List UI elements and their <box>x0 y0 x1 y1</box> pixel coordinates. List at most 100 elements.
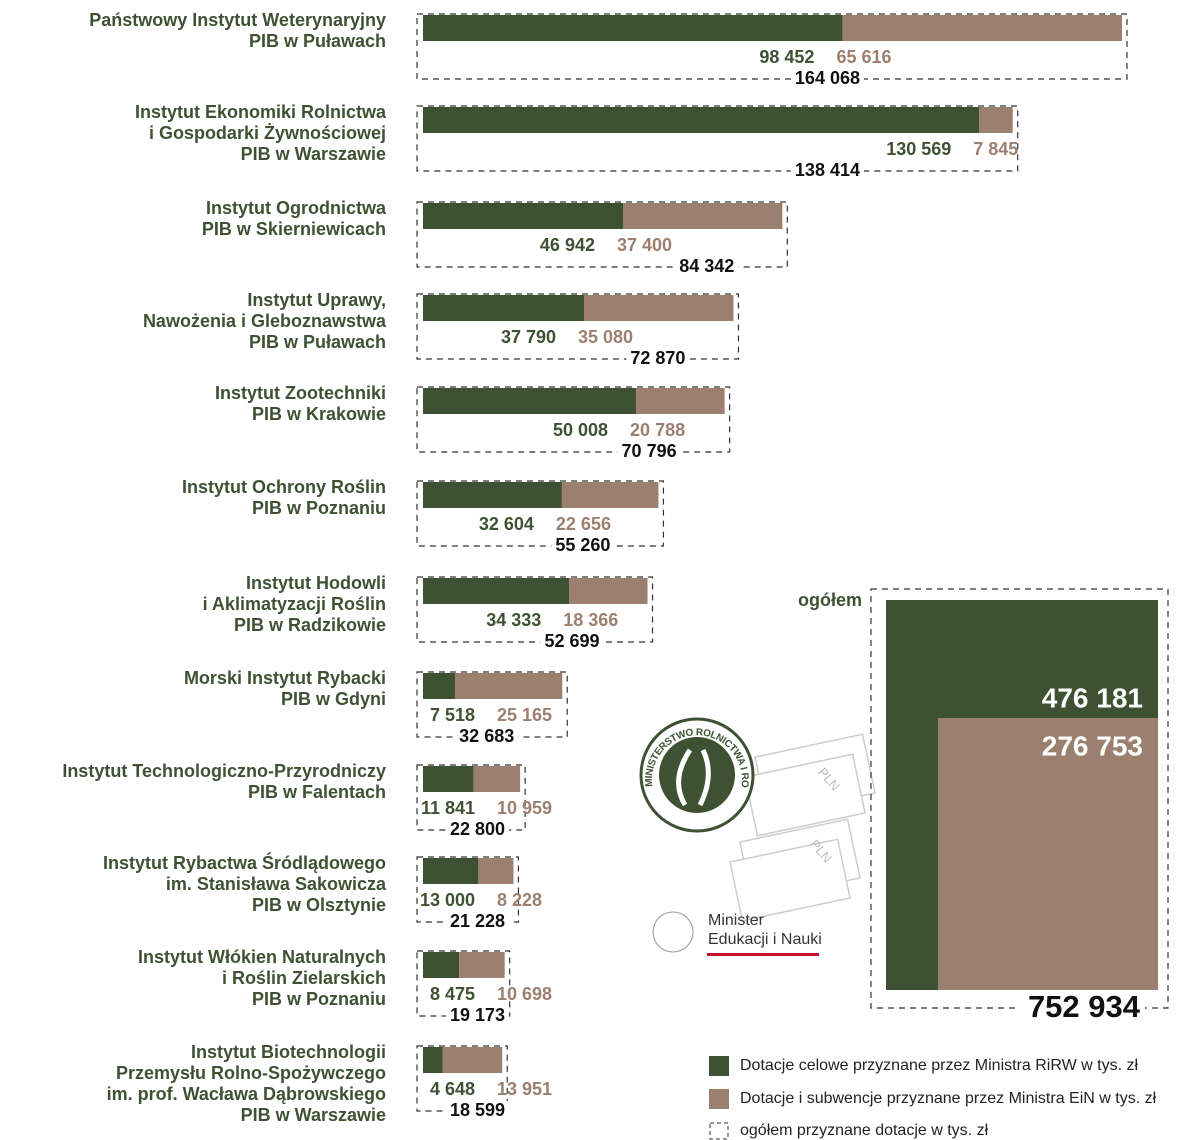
value-label: 10 959 <box>497 798 552 818</box>
category-label: PIB w Skierniewicach <box>202 219 386 239</box>
label-bg <box>455 727 519 747</box>
bar-segment <box>569 578 648 604</box>
bar-segment <box>423 578 570 604</box>
total-label: 21 228 <box>450 911 505 931</box>
category-label: PIB w Poznaniu <box>252 989 386 1009</box>
category-label: PIB w Warszawie <box>241 1105 386 1125</box>
category-label: PIB w Gdyni <box>281 689 386 709</box>
category-label: Instytut Ochrony Roślin <box>182 477 386 497</box>
value-label: 10 698 <box>497 984 552 1004</box>
category-label: Instytut Rybactwa Śródlądowego <box>103 852 386 873</box>
bar-segment <box>636 388 725 414</box>
minister-label: Edukacji i Nauki <box>708 931 822 948</box>
label-bg <box>445 820 509 840</box>
value-label: 98 452 <box>759 47 814 67</box>
value-label: 130 569 <box>886 139 951 159</box>
value-label: 20 788 <box>630 420 685 440</box>
legend-swatch <box>709 1056 729 1076</box>
summary-title: ogółem <box>798 590 862 610</box>
bar-segment <box>478 858 514 884</box>
total-label: 52 699 <box>544 631 599 651</box>
banknote-icon <box>744 753 866 837</box>
category-label: im. prof. Wacława Dąbrowskiego <box>107 1084 386 1104</box>
category-label: PIB w Puławach <box>249 31 386 51</box>
label-bg <box>445 1101 509 1121</box>
label-bg <box>1020 990 1145 1026</box>
summary-frame <box>870 588 1169 1009</box>
bar-segment <box>561 482 659 508</box>
ministry-seal-center <box>659 737 735 813</box>
value-label: 4 648 <box>430 1079 475 1099</box>
label-bg <box>551 536 615 556</box>
total-label: 164 068 <box>795 68 860 88</box>
category-label: Instytut Hodowli <box>246 573 386 593</box>
total-label: 22 800 <box>450 819 505 839</box>
category-label: Instytut Uprawy, <box>247 290 386 310</box>
label-bg <box>540 632 604 652</box>
value-label: 7 518 <box>430 705 475 725</box>
total-frame <box>416 480 665 547</box>
bar-segment <box>442 1047 503 1073</box>
category-label: Morski Instytut Rybacki <box>184 668 386 688</box>
eagle-icon <box>652 911 694 953</box>
total-label: 32 683 <box>459 726 514 746</box>
category-label: PIB w Puławach <box>249 332 386 352</box>
legend-label: Dotacje i subwencje przyznane przez Mini… <box>740 1090 1157 1107</box>
bar-segment <box>423 858 479 884</box>
category-label: Instytut Ekonomiki Rolnictwa <box>135 102 387 122</box>
category-label: Instytut Biotechnologii <box>191 1042 386 1062</box>
total-label: 72 870 <box>630 348 685 368</box>
total-label: 55 260 <box>555 535 610 555</box>
category-label: PIB w Radzikowie <box>234 615 386 635</box>
category-label: Przemysłu Rolno-Spożywczego <box>116 1063 386 1083</box>
total-frame <box>416 105 1019 172</box>
total-frame <box>416 856 520 923</box>
value-label: 7 845 <box>973 139 1018 159</box>
total-frame <box>416 13 1128 80</box>
legend-label: Dotacje celowe przyznane przez Ministra … <box>740 1057 1138 1074</box>
total-label: 84 342 <box>679 256 734 276</box>
total-label: 19 173 <box>450 1005 505 1025</box>
category-label: PIB w Krakowie <box>252 404 386 424</box>
total-label: 70 796 <box>622 441 677 461</box>
value-label: 8 475 <box>430 984 475 1004</box>
category-label: PIB w Falentach <box>248 782 386 802</box>
bar-segment <box>423 107 980 133</box>
label-bg <box>617 442 681 462</box>
summary-value: 476 181 <box>1042 682 1143 713</box>
label-bg <box>626 349 690 369</box>
value-label: 37 400 <box>617 235 672 255</box>
value-label: 13 951 <box>497 1079 552 1099</box>
flag-stripe <box>707 953 819 956</box>
bar-segment <box>423 1047 443 1073</box>
category-label: Państwowy Instytut Weterynaryjny <box>89 10 386 30</box>
value-label: 35 080 <box>578 327 633 347</box>
category-label: Instytut Włókien Naturalnych <box>138 947 386 967</box>
bar-segment <box>473 766 521 792</box>
total-frame <box>416 764 526 831</box>
bar-segment <box>622 203 783 229</box>
bar-segment <box>459 952 505 978</box>
summary-value: 276 753 <box>1042 730 1143 761</box>
total-frame <box>416 950 511 1017</box>
bar-segment <box>423 952 460 978</box>
bar-segment <box>423 673 456 699</box>
bar-segment <box>979 107 1013 133</box>
bar-segment <box>423 203 623 229</box>
value-label: 18 366 <box>563 610 618 630</box>
total-frame <box>416 386 731 453</box>
bar-segment <box>423 388 637 414</box>
category-label: Instytut Technologiczno-Przyrodniczy <box>62 761 386 781</box>
total-frame <box>416 576 654 643</box>
value-label: 22 656 <box>556 514 611 534</box>
value-label: 65 616 <box>836 47 891 67</box>
value-label: 37 790 <box>501 327 556 347</box>
category-label: im. Stanisława Sakowicza <box>166 874 387 894</box>
value-label: 46 942 <box>540 235 595 255</box>
legend-label: ogółem przyznane dotacje w tys. zł <box>740 1122 989 1139</box>
category-label: Instytut Zootechniki <box>215 383 386 403</box>
total-label: 18 599 <box>450 1100 505 1120</box>
category-label: i Roślin Zielarskich <box>222 968 386 988</box>
bar-segment <box>584 295 734 321</box>
